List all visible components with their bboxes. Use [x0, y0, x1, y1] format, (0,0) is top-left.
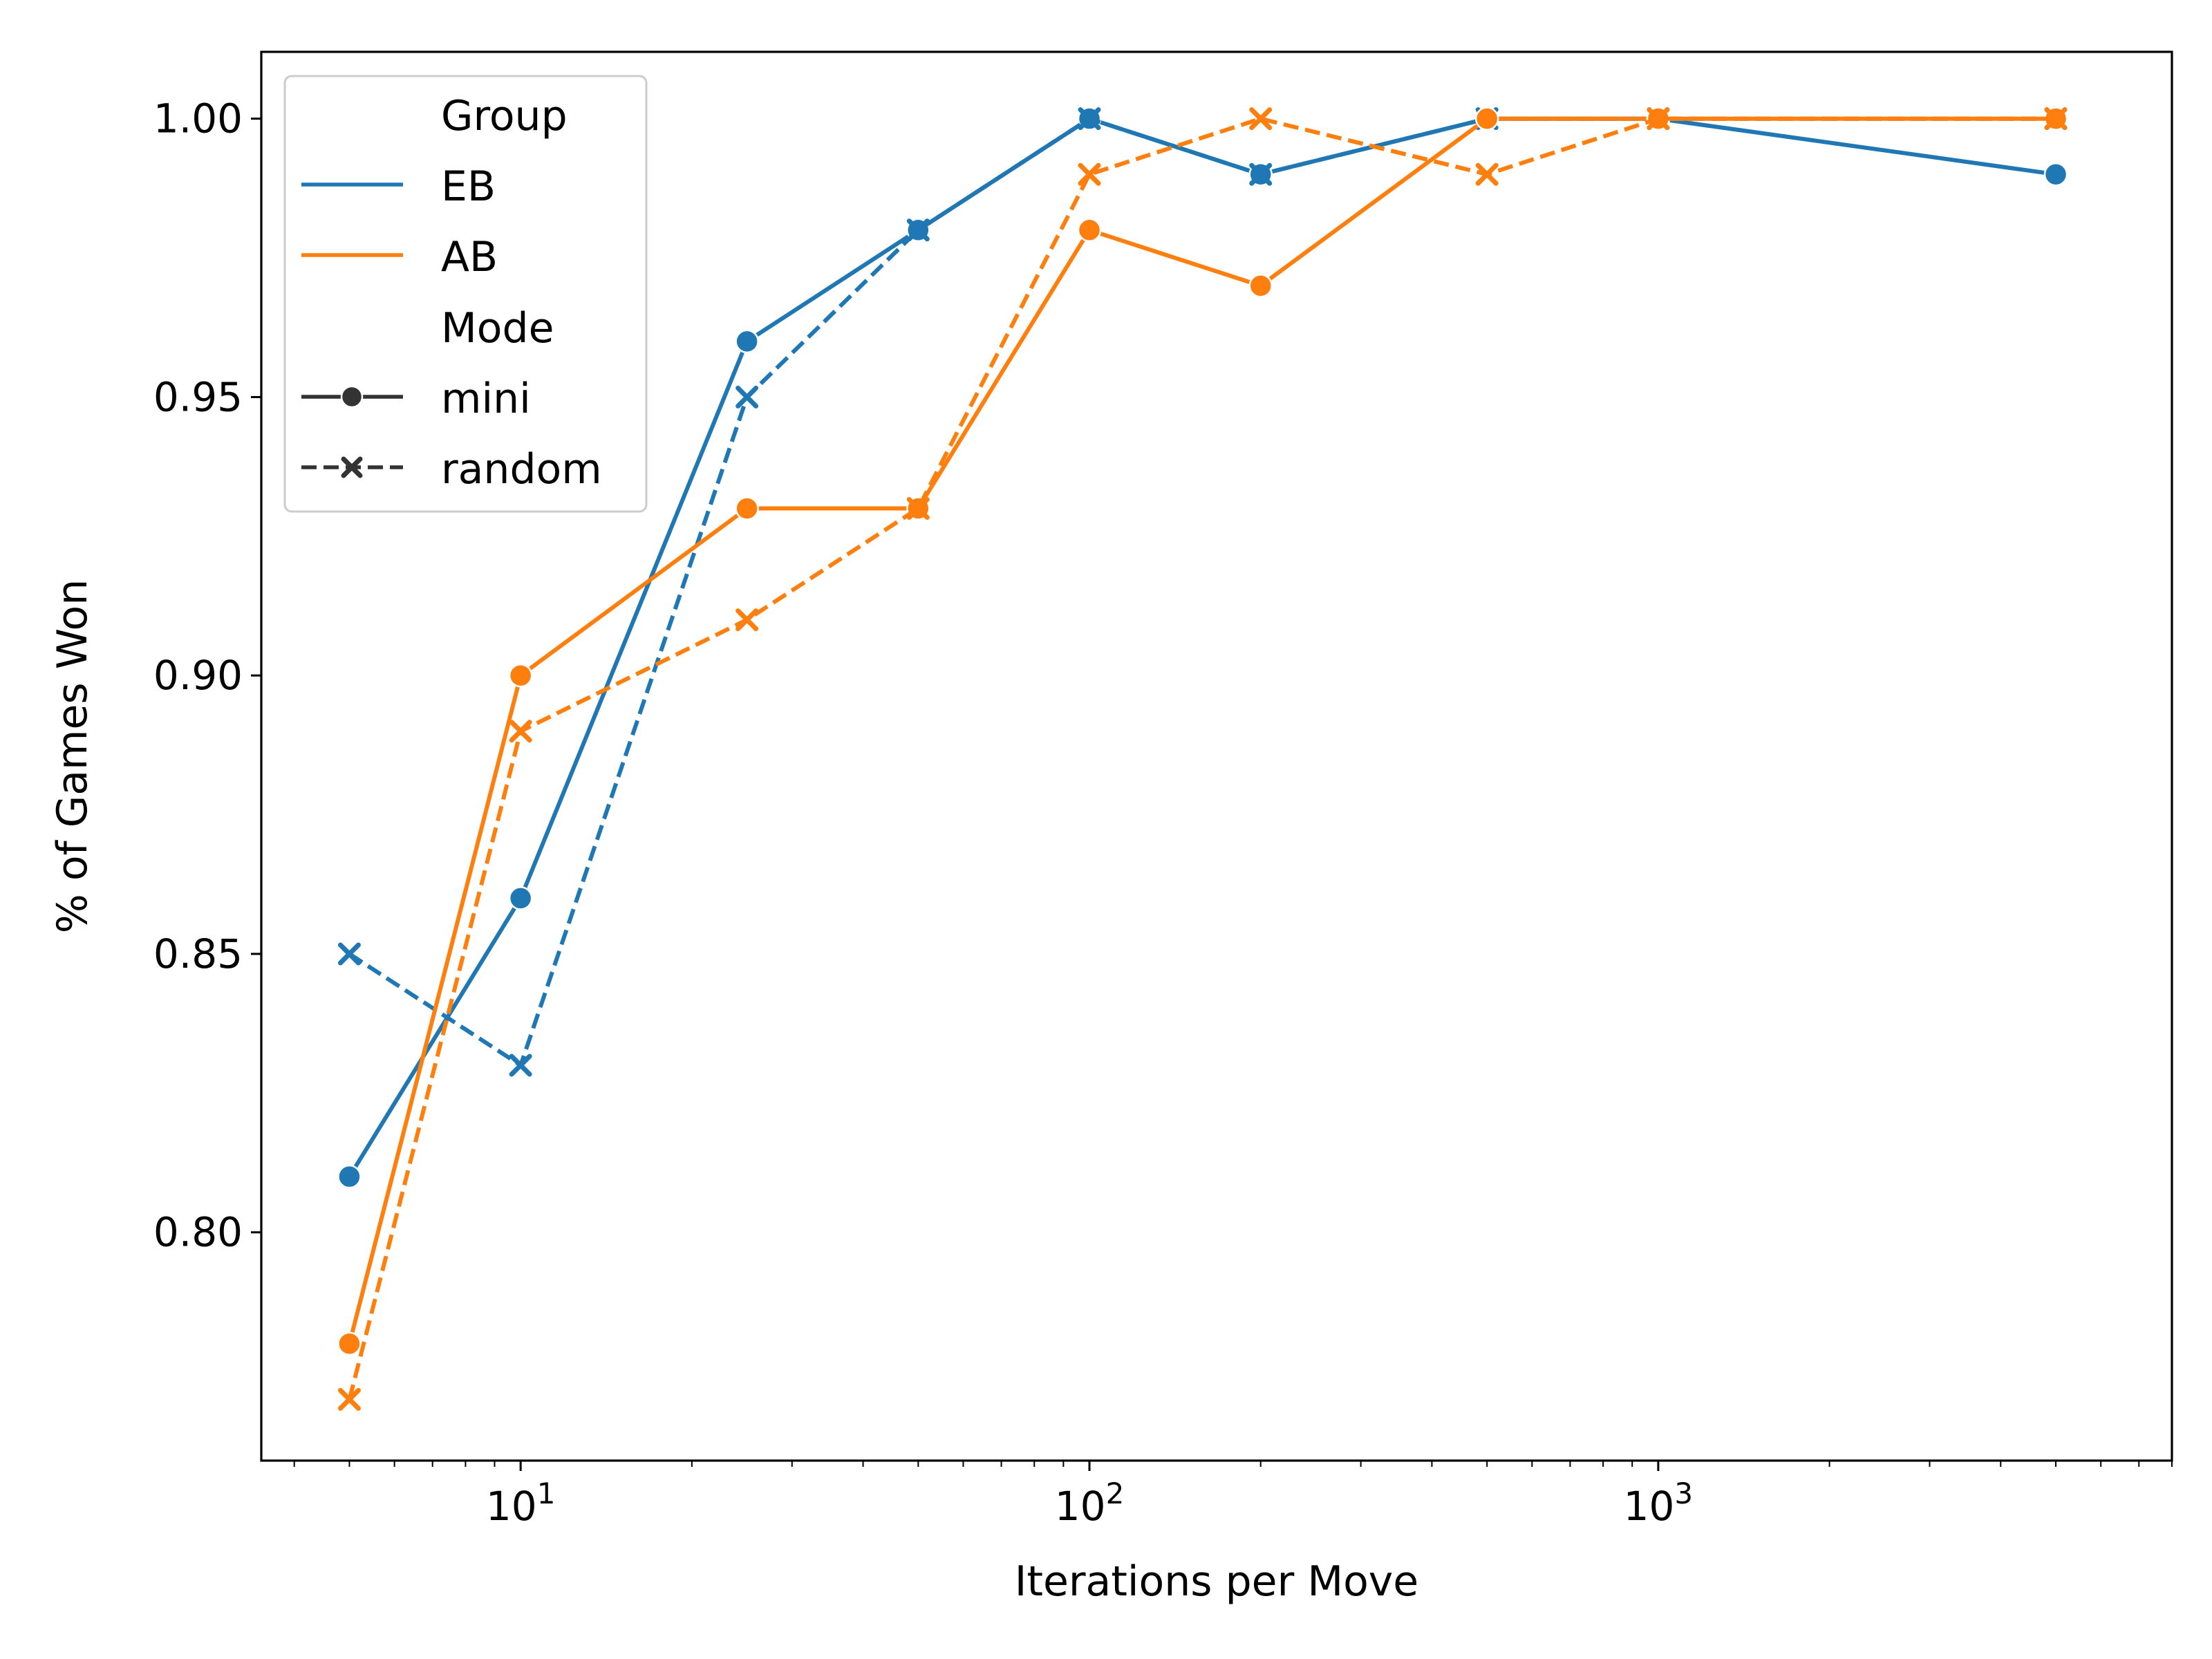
x-tick-base: 10: [1624, 1483, 1675, 1530]
x-tick-label: 102: [1055, 1477, 1125, 1530]
data-point-eb-mini: [508, 886, 533, 910]
x-tick-label: 101: [486, 1477, 556, 1530]
data-point-ab-random: [1475, 162, 1499, 186]
y-tick-label: 1.00: [153, 95, 243, 142]
data-point-ab-random: [906, 497, 930, 521]
y-tick-label: 0.90: [153, 652, 243, 699]
legend-random-label: random: [441, 445, 602, 494]
data-point-eb-random: [735, 385, 759, 409]
legend: Group EB AB Mode mini random: [283, 75, 648, 513]
legend-random-marker: [341, 456, 363, 478]
data-point-eb-mini: [735, 329, 759, 354]
data-point-ab-mini: [508, 663, 533, 688]
data-point-ab-mini: [1077, 218, 1102, 243]
plot-area-frame: [260, 50, 2173, 1462]
y-axis-label: % of Games Won: [48, 579, 97, 934]
plot-series: [337, 106, 2068, 1411]
data-point-ab-random: [2044, 107, 2068, 131]
x-axis: 101 102 103: [293, 1461, 2173, 1530]
x-tick-exponent: 1: [537, 1477, 556, 1510]
legend-mini-label: mini: [441, 375, 531, 423]
x-tick-label: 103: [1624, 1477, 1694, 1530]
data-point-eb-random: [337, 942, 361, 966]
data-point-ab-mini: [1248, 274, 1273, 298]
legend-ab-label: AB: [441, 233, 498, 281]
data-point-ab-mini: [1474, 106, 1499, 131]
x-tick-base: 10: [1055, 1483, 1106, 1530]
data-point-ab-random: [1078, 162, 1101, 186]
data-point-ab-random: [509, 720, 532, 743]
y-axis: 0.80 0.85 0.90 0.95 1.00: [153, 95, 261, 1256]
data-point-eb-random: [1249, 162, 1273, 186]
data-point-ab-random: [1249, 107, 1273, 131]
data-point-eb-random: [906, 218, 930, 242]
y-tick-label: 0.80: [153, 1209, 243, 1256]
data-point-eb-mini: [2043, 162, 2068, 187]
data-point-eb-random: [509, 1053, 532, 1077]
data-point-ab-random: [337, 1387, 361, 1411]
legend-group-title: Group: [441, 92, 568, 140]
data-point-eb-mini: [337, 1164, 362, 1189]
x-tick-exponent: 2: [1106, 1477, 1125, 1510]
data-point-ab-random: [1647, 107, 1670, 131]
legend-mini-marker: [340, 385, 364, 409]
legend-mode-title: Mode: [441, 304, 554, 353]
x-tick-base: 10: [486, 1483, 537, 1530]
legend-eb-label: EB: [441, 162, 496, 211]
y-tick-label: 0.85: [153, 930, 243, 977]
x-axis-label: Iterations per Move: [1015, 1557, 1418, 1606]
data-point-ab-random: [735, 608, 759, 632]
data-point-ab-mini: [337, 1331, 362, 1356]
x-tick-exponent: 3: [1674, 1477, 1693, 1510]
data-point-ab-mini: [735, 496, 759, 521]
y-tick-label: 0.95: [153, 373, 243, 420]
data-point-eb-random: [1078, 107, 1101, 131]
